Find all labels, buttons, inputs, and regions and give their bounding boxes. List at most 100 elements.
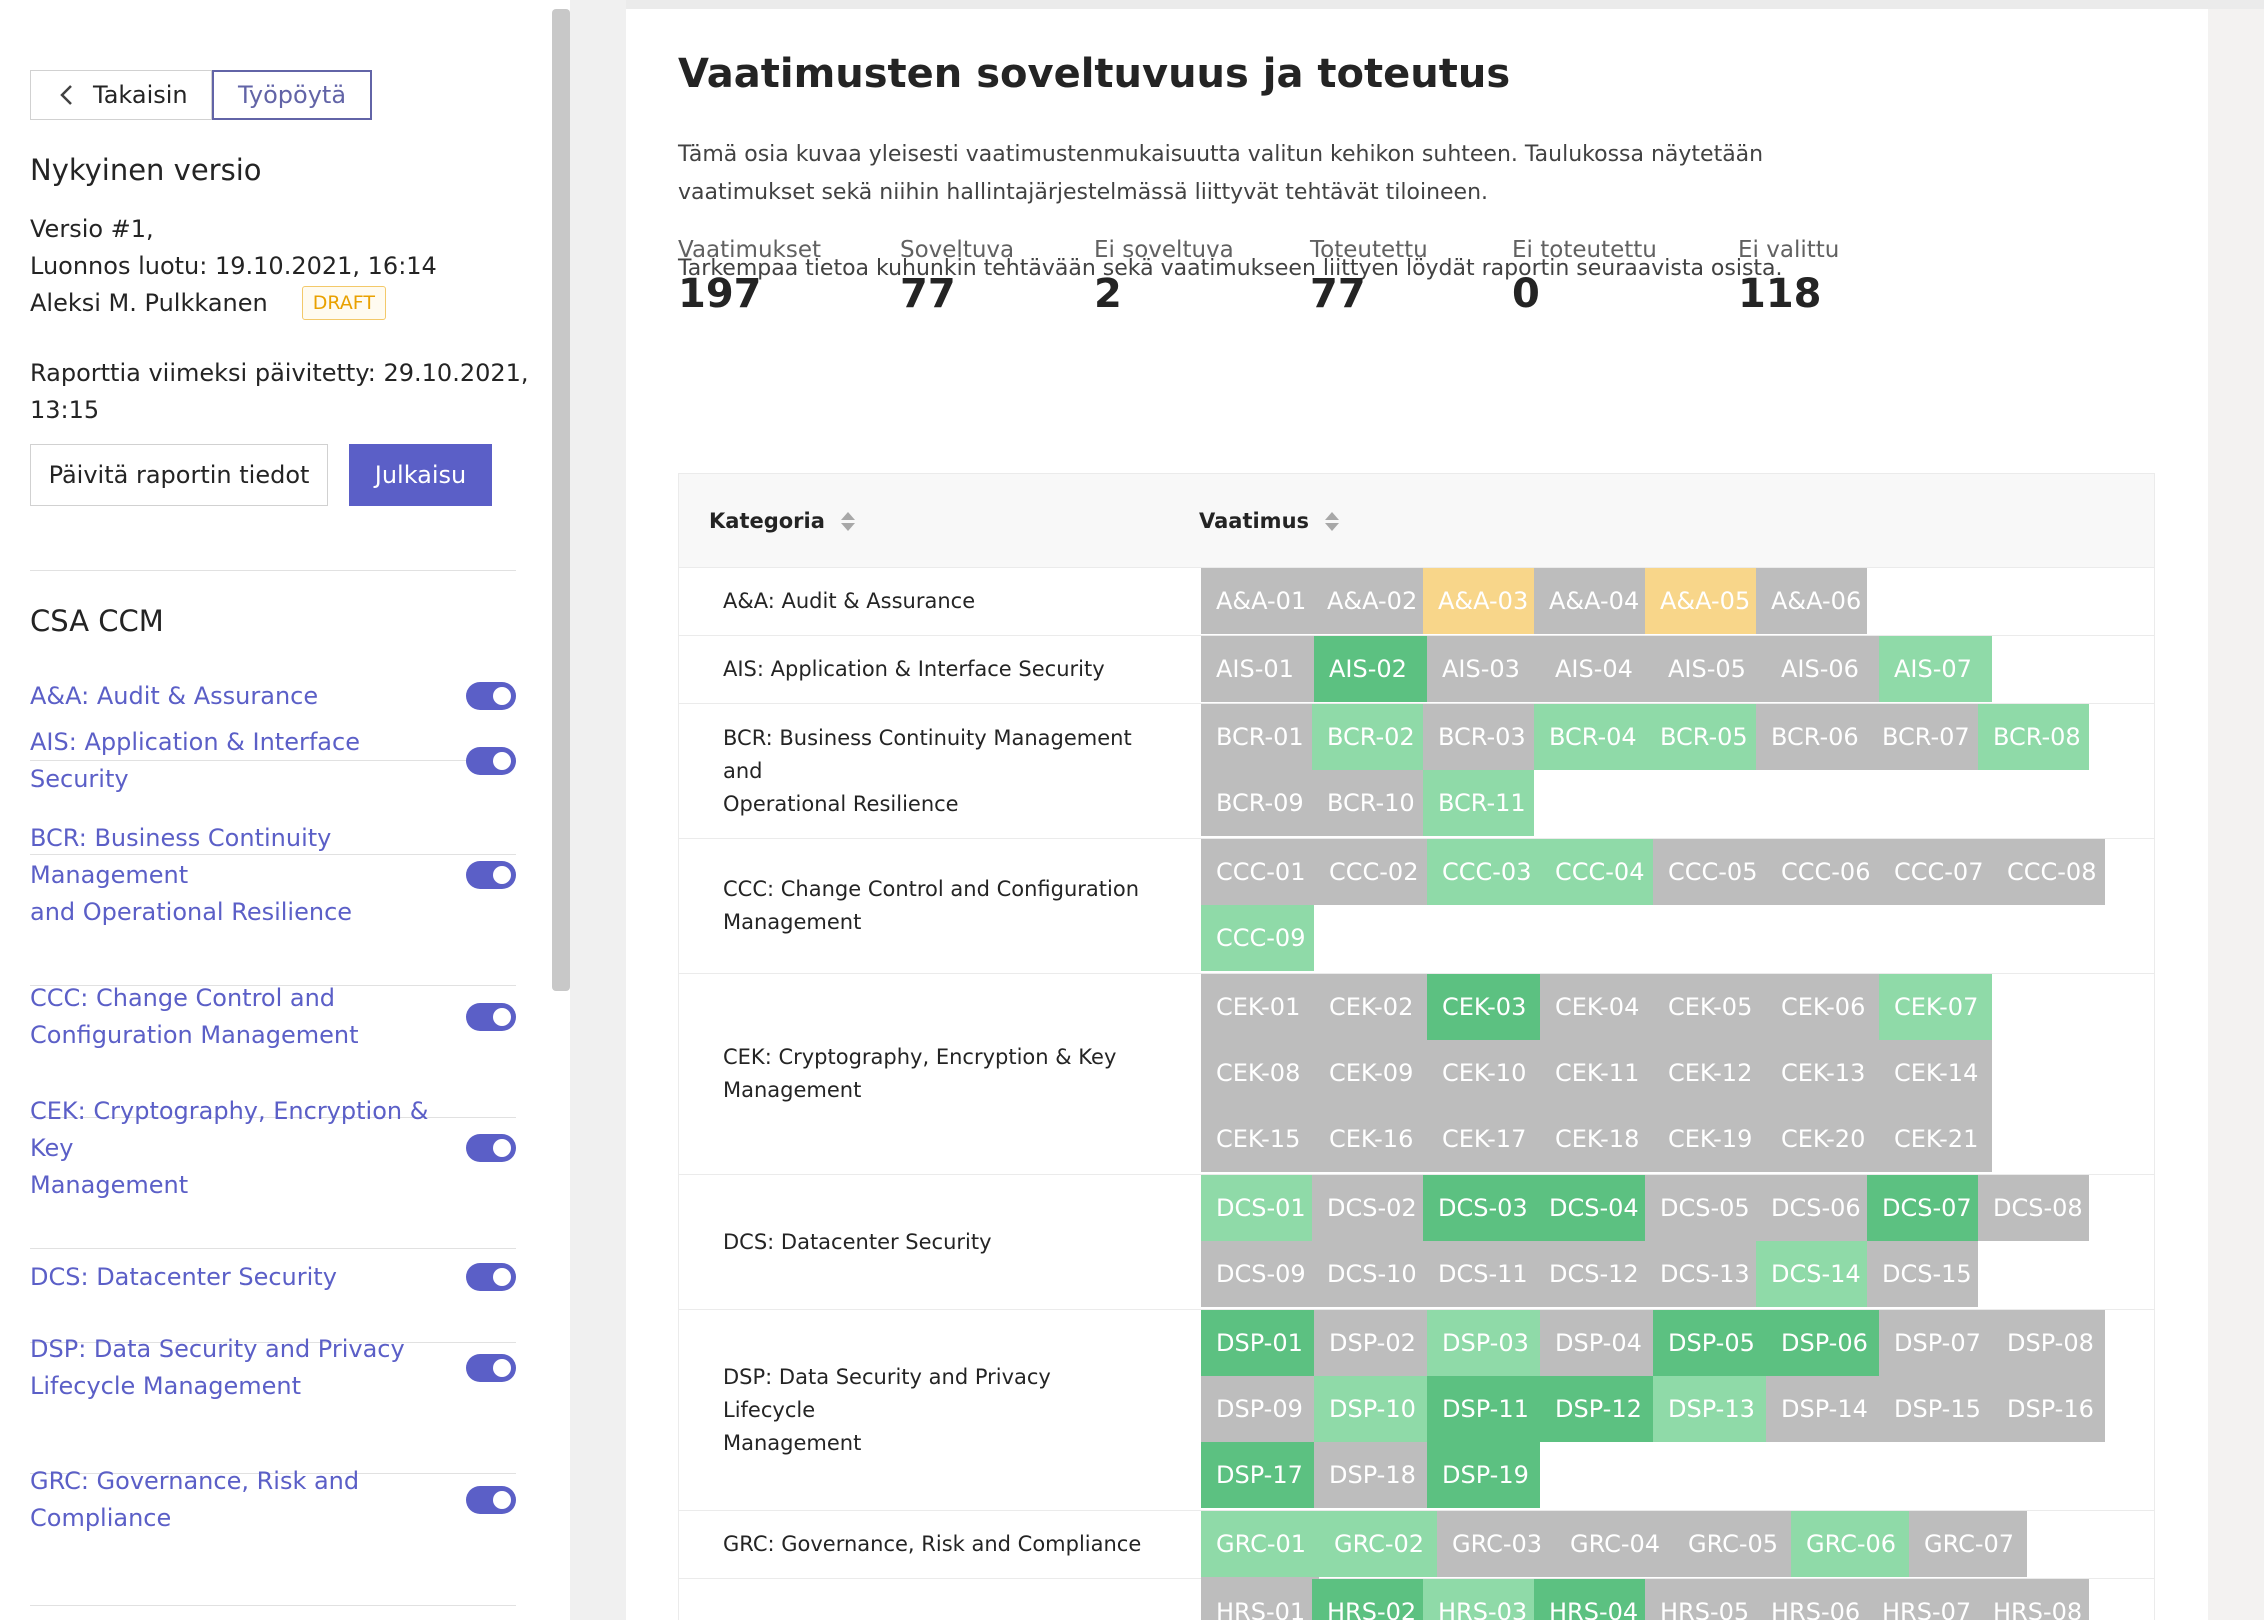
requirement-chip[interactable]: DSP-12: [1540, 1376, 1653, 1442]
dashboard-button[interactable]: Työpöytä: [212, 70, 372, 120]
requirement-chip[interactable]: DSP-04: [1540, 1310, 1653, 1376]
requirement-chip[interactable]: HRS-07: [1867, 1579, 1978, 1620]
requirement-chip[interactable]: CEK-08: [1201, 1040, 1314, 1106]
requirement-chip[interactable]: BCR-02: [1312, 704, 1423, 770]
category-label[interactable]: CCC: Change Control and Configuration Man…: [30, 980, 466, 1054]
requirement-chip[interactable]: CCC-09: [1201, 905, 1314, 971]
requirement-chip[interactable]: DSP-18: [1314, 1442, 1427, 1508]
requirement-chip[interactable]: GRC-02: [1319, 1511, 1437, 1577]
requirement-chip[interactable]: BCR-05: [1645, 704, 1756, 770]
requirement-chip[interactable]: DCS-04: [1534, 1175, 1645, 1241]
requirement-chip[interactable]: CEK-20: [1766, 1106, 1879, 1172]
requirement-chip[interactable]: DCS-11: [1423, 1241, 1534, 1307]
requirement-chip[interactable]: CCC-06: [1766, 839, 1879, 905]
category-toggle-switch[interactable]: [466, 1134, 516, 1162]
requirement-chip[interactable]: CCC-02: [1314, 839, 1427, 905]
requirement-chip[interactable]: DSP-08: [1992, 1310, 2105, 1376]
requirement-chip[interactable]: BCR-07: [1867, 704, 1978, 770]
requirement-chip[interactable]: DCS-08: [1978, 1175, 2089, 1241]
requirement-chip[interactable]: CEK-09: [1314, 1040, 1427, 1106]
requirement-chip[interactable]: CCC-04: [1540, 839, 1653, 905]
sort-icon[interactable]: [1325, 511, 1340, 531]
requirement-chip[interactable]: DSP-19: [1427, 1442, 1540, 1508]
category-toggle-switch[interactable]: [466, 1263, 516, 1291]
requirement-chip[interactable]: CEK-11: [1540, 1040, 1653, 1106]
requirement-chip[interactable]: DCS-02: [1312, 1175, 1423, 1241]
sidebar-scrollbar-thumb[interactable]: [552, 9, 570, 991]
column-header-requirement[interactable]: Vaatimus: [1199, 474, 1340, 568]
requirement-chip[interactable]: CEK-17: [1427, 1106, 1540, 1172]
requirement-chip[interactable]: GRC-03: [1437, 1511, 1555, 1577]
requirement-chip[interactable]: DCS-06: [1756, 1175, 1867, 1241]
requirement-chip[interactable]: DSP-14: [1766, 1376, 1879, 1442]
publish-button[interactable]: Julkaisu: [349, 444, 492, 506]
requirement-chip[interactable]: DSP-05: [1653, 1310, 1766, 1376]
category-toggle-switch[interactable]: [466, 861, 516, 889]
requirement-chip[interactable]: CEK-19: [1653, 1106, 1766, 1172]
requirement-chip[interactable]: HRS-02: [1312, 1579, 1423, 1620]
requirement-chip[interactable]: CCC-03: [1427, 839, 1540, 905]
category-label[interactable]: GRC: Governance, Risk and Compliance: [30, 1463, 466, 1537]
requirement-chip[interactable]: DCS-07: [1867, 1175, 1978, 1241]
requirement-chip[interactable]: CEK-13: [1766, 1040, 1879, 1106]
category-toggle-switch[interactable]: [466, 1486, 516, 1514]
requirement-chip[interactable]: DSP-11: [1427, 1376, 1540, 1442]
requirement-chip[interactable]: DCS-03: [1423, 1175, 1534, 1241]
category-label[interactable]: A&A: Audit & Assurance: [30, 678, 466, 715]
requirement-chip[interactable]: CEK-04: [1540, 974, 1653, 1040]
requirement-chip[interactable]: DSP-01: [1201, 1310, 1314, 1376]
requirement-chip[interactable]: A&A-05: [1645, 568, 1756, 634]
requirement-chip[interactable]: HRS-06: [1756, 1579, 1867, 1620]
requirement-chip[interactable]: CEK-03: [1427, 974, 1540, 1040]
requirement-chip[interactable]: A&A-04: [1534, 568, 1645, 634]
category-label[interactable]: DCS: Datacenter Security: [30, 1259, 466, 1296]
requirement-chip[interactable]: GRC-01: [1201, 1511, 1319, 1577]
requirement-chip[interactable]: CCC-01: [1201, 839, 1314, 905]
requirement-chip[interactable]: BCR-03: [1423, 704, 1534, 770]
requirement-chip[interactable]: BCR-10: [1312, 770, 1423, 836]
requirement-chip[interactable]: A&A-06: [1756, 568, 1867, 634]
category-label[interactable]: AIS: Application & Interface Security: [30, 724, 466, 798]
requirement-chip[interactable]: DSP-06: [1766, 1310, 1879, 1376]
requirement-chip[interactable]: AIS-02: [1314, 636, 1427, 702]
requirement-chip[interactable]: CCC-05: [1653, 839, 1766, 905]
requirement-chip[interactable]: AIS-07: [1879, 636, 1992, 702]
requirement-chip[interactable]: GRC-06: [1791, 1511, 1909, 1577]
back-button[interactable]: Takaisin: [30, 70, 212, 120]
category-label[interactable]: CEK: Cryptography, Encryption & Key Manag…: [30, 1093, 466, 1204]
requirement-chip[interactable]: A&A-01: [1201, 568, 1312, 634]
requirement-chip[interactable]: CEK-14: [1879, 1040, 1992, 1106]
requirement-chip[interactable]: BCR-01: [1201, 704, 1312, 770]
requirement-chip[interactable]: BCR-09: [1201, 770, 1312, 836]
requirement-chip[interactable]: A&A-02: [1312, 568, 1423, 634]
requirement-chip[interactable]: GRC-04: [1555, 1511, 1673, 1577]
requirement-chip[interactable]: HRS-05: [1645, 1579, 1756, 1620]
requirement-chip[interactable]: CEK-01: [1201, 974, 1314, 1040]
category-toggle-switch[interactable]: [466, 1354, 516, 1382]
requirement-chip[interactable]: CEK-10: [1427, 1040, 1540, 1106]
requirement-chip[interactable]: HRS-03: [1423, 1579, 1534, 1620]
update-report-button[interactable]: Päivitä raportin tiedot: [30, 444, 328, 506]
requirement-chip[interactable]: DCS-10: [1312, 1241, 1423, 1307]
category-label[interactable]: DSP: Data Security and Privacy Lifecycle …: [30, 1331, 466, 1405]
requirement-chip[interactable]: CEK-05: [1653, 974, 1766, 1040]
requirement-chip[interactable]: CEK-07: [1879, 974, 1992, 1040]
requirement-chip[interactable]: BCR-11: [1423, 770, 1534, 836]
requirement-chip[interactable]: DSP-03: [1427, 1310, 1540, 1376]
requirement-chip[interactable]: CEK-12: [1653, 1040, 1766, 1106]
requirement-chip[interactable]: DSP-10: [1314, 1376, 1427, 1442]
requirement-chip[interactable]: GRC-05: [1673, 1511, 1791, 1577]
requirement-chip[interactable]: GRC-07: [1909, 1511, 2027, 1577]
requirement-chip[interactable]: AIS-03: [1427, 636, 1540, 702]
requirement-chip[interactable]: BCR-06: [1756, 704, 1867, 770]
requirement-chip[interactable]: DSP-07: [1879, 1310, 1992, 1376]
requirement-chip[interactable]: HRS-04: [1534, 1579, 1645, 1620]
category-toggle-switch[interactable]: [466, 1003, 516, 1031]
requirement-chip[interactable]: BCR-04: [1534, 704, 1645, 770]
requirement-chip[interactable]: A&A-03: [1423, 568, 1534, 634]
requirement-chip[interactable]: DSP-17: [1201, 1442, 1314, 1508]
requirement-chip[interactable]: DSP-02: [1314, 1310, 1427, 1376]
requirement-chip[interactable]: CEK-15: [1201, 1106, 1314, 1172]
category-toggle-switch[interactable]: [466, 682, 516, 710]
requirement-chip[interactable]: BCR-08: [1978, 704, 2089, 770]
